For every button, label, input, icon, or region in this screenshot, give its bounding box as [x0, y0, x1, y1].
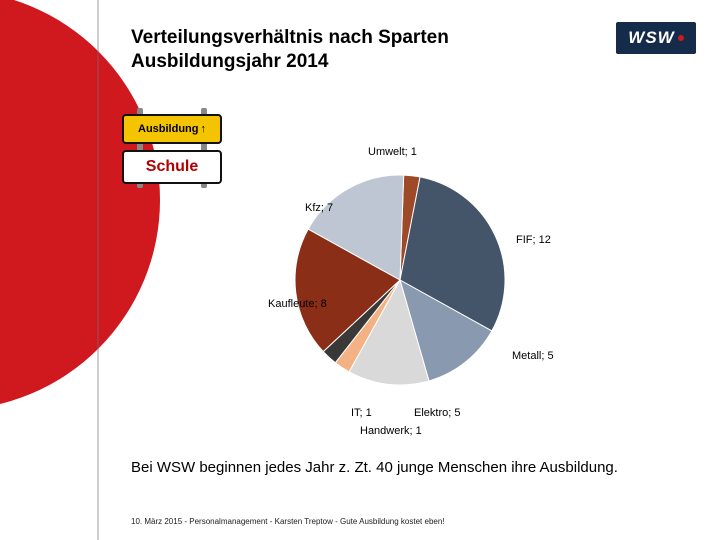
brand-logo-dot-icon [678, 35, 684, 41]
pie-chart: Umwelt; 1 Kfz; 7 FIF; 12 Kaufleute; 8 Metall… [220, 130, 580, 440]
sign-plate-bottom: Schule [122, 150, 222, 184]
pie-label: Handwerk; 1 [360, 425, 422, 437]
pie-label: IT; 1 [351, 407, 372, 419]
pie-label: Kaufleute; 8 [268, 298, 327, 310]
slide: WSW Verteilungsverhältnis nach Sparten A… [0, 0, 720, 540]
pie-label: FIF; 12 [516, 234, 551, 246]
pie-label: Elektro; 5 [414, 407, 460, 419]
pie-label: Kfz; 7 [305, 202, 333, 214]
sign-graphic: Ausbildung Schule [118, 106, 226, 190]
pie-label: Metall; 5 [512, 350, 554, 362]
footer-text: 10. März 2015 - Personalmanagement - Kar… [131, 517, 445, 526]
brand-logo-text: WSW [628, 28, 674, 48]
vertical-divider [97, 0, 99, 540]
page-title: Verteilungsverhältnis nach Sparten Ausbi… [131, 26, 449, 74]
pie-label: Umwelt; 1 [368, 146, 417, 158]
sign-plate-top: Ausbildung [122, 114, 222, 144]
brand-logo: WSW [616, 22, 696, 54]
body-text: Bei WSW beginnen jedes Jahr z. Zt. 40 ju… [131, 458, 692, 478]
